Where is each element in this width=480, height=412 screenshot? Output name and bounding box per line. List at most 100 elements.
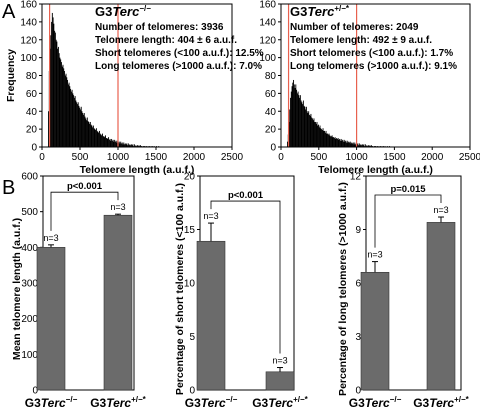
histogram-bar [342, 141, 344, 147]
bar [36, 247, 66, 391]
histogram-bar [350, 143, 352, 147]
histogram-bar [76, 102, 78, 147]
significance-bracket [210, 200, 281, 354]
y-tick-label: 40 [26, 107, 38, 118]
histogram-bar [340, 138, 342, 147]
histogram-bar [125, 144, 127, 147]
histogram-bar [127, 143, 129, 147]
histogram-bar [318, 127, 320, 147]
y-tick-label: 20 [265, 125, 277, 136]
histogram-bar [118, 141, 120, 147]
significance-bracket [50, 191, 119, 231]
histogram-bar [105, 138, 107, 147]
histogram-bar [60, 59, 62, 147]
histogram-bar [370, 145, 372, 147]
histogram-bar [79, 107, 81, 147]
histogram-bar [300, 100, 302, 147]
histogram-bar [89, 121, 91, 147]
histogram-bar [140, 145, 141, 147]
histogram-bar [84, 116, 86, 147]
histogram-bar [339, 140, 341, 147]
histogram-bar [123, 142, 125, 147]
histogram-bar [114, 139, 116, 147]
histogram-bar [287, 141, 288, 147]
y-tick-label: 300 [21, 279, 38, 290]
histogram-bar [331, 135, 333, 147]
bar-group-labels: G3Terc−/− G3Terc+/−* G3Terc−/− G3Terc+/−… [25, 395, 470, 410]
group-label-het: G3Terc+/−* [252, 395, 308, 410]
histogram-bar [309, 115, 311, 147]
y-tick-label: 20 [184, 172, 196, 183]
histogram-bar [54, 30, 56, 148]
histogram-bar [51, 21, 53, 148]
histogram-g3-terc-ko: 0 500 1000 1500 2000 2500 0 20 40 60 80 100 120 140 16… [5, 0, 264, 176]
histogram-bar [99, 133, 101, 147]
histogram-bar [52, 17, 54, 147]
bar-chart-mean-length: 0 100 200 300 400 500 600 Mean telomere length … [11, 172, 135, 397]
histogram-bar [326, 133, 328, 147]
histogram-bar [339, 138, 341, 147]
histogram-title: G3Terc−/− [95, 4, 151, 19]
y-tick-label: 160 [20, 0, 37, 11]
histogram-bar [332, 137, 334, 147]
histogram-bar [347, 142, 349, 147]
histogram-bar [290, 91, 292, 147]
histogram-bar [96, 130, 98, 147]
histogram-bar [83, 114, 84, 147]
histogram-bar [98, 132, 100, 147]
histogram-bar [86, 120, 87, 147]
histogram-bar [58, 53, 60, 147]
histogram-bar [290, 97, 291, 147]
y-tick-label: 200 [21, 314, 38, 325]
histogram-bar [106, 138, 108, 147]
y-tick-label: 0 [355, 386, 361, 397]
histogram-plot-area: 0 500 1000 1500 2000 2500 0 20 40 60 80 100 120 140 16… [5, 0, 244, 176]
histogram-bar [124, 143, 126, 147]
x-tick-label: 0 [278, 152, 284, 163]
x-tick-label: 2000 [421, 152, 444, 163]
histogram-bar [299, 95, 301, 147]
group-label-ko: G3Terc−/− [349, 395, 402, 410]
histogram-bar [298, 95, 300, 147]
y-tick-label: 400 [21, 243, 38, 254]
histogram-bar [126, 143, 128, 147]
histogram-bar [48, 111, 49, 147]
histogram-bar [130, 145, 132, 147]
n-label: n=3 [203, 211, 218, 221]
histogram-bar [56, 41, 58, 147]
stat-number-of-telomeres: Number of telomeres: 3936 [95, 22, 224, 33]
histogram-bar [72, 93, 74, 148]
y-tick-label: 80 [265, 71, 277, 82]
stat-number-of-telomeres: Number of telomeres: 2049 [290, 22, 419, 33]
stat-short-telomeres: Short telomeres (<100 a.u.f.): 12.5% [95, 48, 264, 59]
y-tick-label: 60 [26, 89, 38, 100]
histogram-bar [121, 143, 122, 147]
histogram-title: G3Terc+/−* [290, 4, 350, 19]
histogram-bar [102, 136, 104, 147]
histogram-bar [333, 137, 335, 147]
histogram-bar [341, 140, 343, 147]
histogram-bar [70, 91, 72, 147]
histogram-bar [90, 124, 92, 147]
histogram-bar [361, 145, 363, 147]
histogram-bar [59, 57, 61, 148]
histogram-bar [312, 118, 313, 147]
histogram-bar [293, 79, 295, 147]
histogram-bar [320, 128, 322, 147]
histogram-bar [361, 144, 363, 147]
y-tick-label: 3 [355, 332, 361, 343]
histogram-bar [335, 138, 337, 147]
histogram-bar [342, 139, 344, 147]
significance-label: p=0.015 [390, 184, 426, 195]
histogram-bar [100, 134, 102, 147]
y-axis-label: Mean telomere length (a.u.f.) [11, 218, 23, 360]
x-tick-label: 1500 [145, 152, 168, 163]
histogram-bar [348, 141, 350, 147]
histogram-bar [292, 82, 294, 147]
histogram-bar [63, 68, 65, 147]
histogram-bar [311, 117, 313, 147]
histogram-bar [316, 121, 318, 147]
histogram-bar [327, 134, 329, 147]
